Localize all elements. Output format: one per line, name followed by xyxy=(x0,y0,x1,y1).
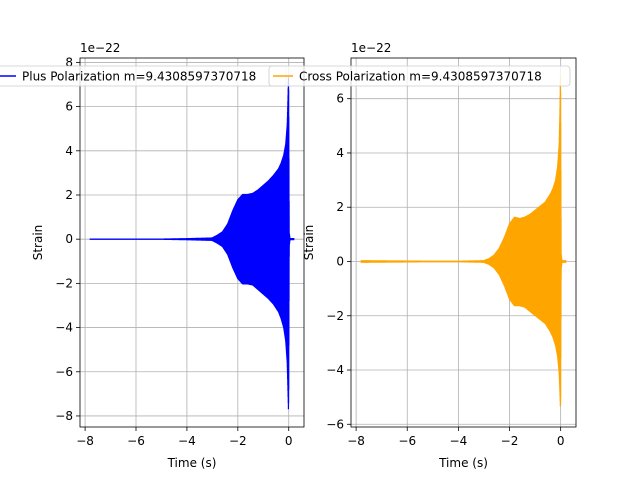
cross-y-tick-label: −6 xyxy=(326,417,344,431)
cross-legend-label: Cross Polarization m=9.4308597370718 xyxy=(299,70,542,84)
plus-x-tick-label: −8 xyxy=(76,434,94,448)
cross-axes-frame xyxy=(350,57,577,428)
plus-y-tick-label: −4 xyxy=(55,321,73,335)
plus-axes-frame xyxy=(79,57,305,428)
plus-y-axis-label: Strain xyxy=(31,225,45,261)
plus-x-tick-label: 0 xyxy=(285,434,293,448)
cross-x-tick-label: −8 xyxy=(347,434,365,448)
plus-offset-text: 1e−22 xyxy=(80,41,120,55)
cross-y-tick-label: 2 xyxy=(336,200,344,214)
cross-y-axis-label: Strain xyxy=(302,225,316,261)
cross-legend: Cross Polarization m=9.4308597370718 xyxy=(268,65,571,87)
cross-x-tick-label: −6 xyxy=(398,434,416,448)
cross-grid xyxy=(351,58,576,427)
cross-x-tick-label: −4 xyxy=(450,434,468,448)
cross-x-axis-label: Time (s) xyxy=(438,456,488,470)
plus-y-tick-label: 4 xyxy=(65,144,73,158)
plus-legend: Plus Polarization m=9.4308597370718 xyxy=(0,65,287,87)
cross-legend-box xyxy=(268,65,571,87)
plus-x-axis-label: Time (s) xyxy=(167,456,217,470)
cross-waveform-series-line xyxy=(360,76,567,407)
cross-y-tick-label: 6 xyxy=(336,92,344,106)
plus-y-tick-label: −2 xyxy=(55,276,73,290)
plus-y-tick-label: 6 xyxy=(65,100,73,114)
cross-y-tick-label: 4 xyxy=(336,146,344,160)
legend-layer: Plus Polarization m=9.4308597370718 Cross… xyxy=(0,65,571,87)
plus-y-tick-label: 0 xyxy=(65,232,73,246)
cross-y-tick-label: −2 xyxy=(326,309,344,323)
plus-y-tick-label: 8 xyxy=(65,55,73,69)
cross-y-tick-label: −4 xyxy=(326,363,344,377)
plus-x-tick-label: −4 xyxy=(178,434,196,448)
plus-y-tick-label: 2 xyxy=(65,188,73,202)
cross-offset-text: 1e−22 xyxy=(351,41,391,55)
cross-x-tick-label: 0 xyxy=(557,434,565,448)
cross-y-tick-label: 0 xyxy=(336,254,344,268)
plus-legend-label: Plus Polarization m=9.4308597370718 xyxy=(22,70,256,84)
plus-y-tick-label: −6 xyxy=(55,365,73,379)
plus-x-tick-label: −2 xyxy=(229,434,247,448)
plus-x-tick-label: −6 xyxy=(127,434,145,448)
plus-y-tick-label: −8 xyxy=(55,409,73,423)
cross-x-tick-label: −2 xyxy=(501,434,519,448)
plus-waveform-series-line xyxy=(89,77,295,410)
plus-polarization-panel: −8 −6 −4 −2 0 −8 −6 −4 −2 0 2 4 6 8 1e−22 Time (s) Strai… xyxy=(31,41,305,470)
